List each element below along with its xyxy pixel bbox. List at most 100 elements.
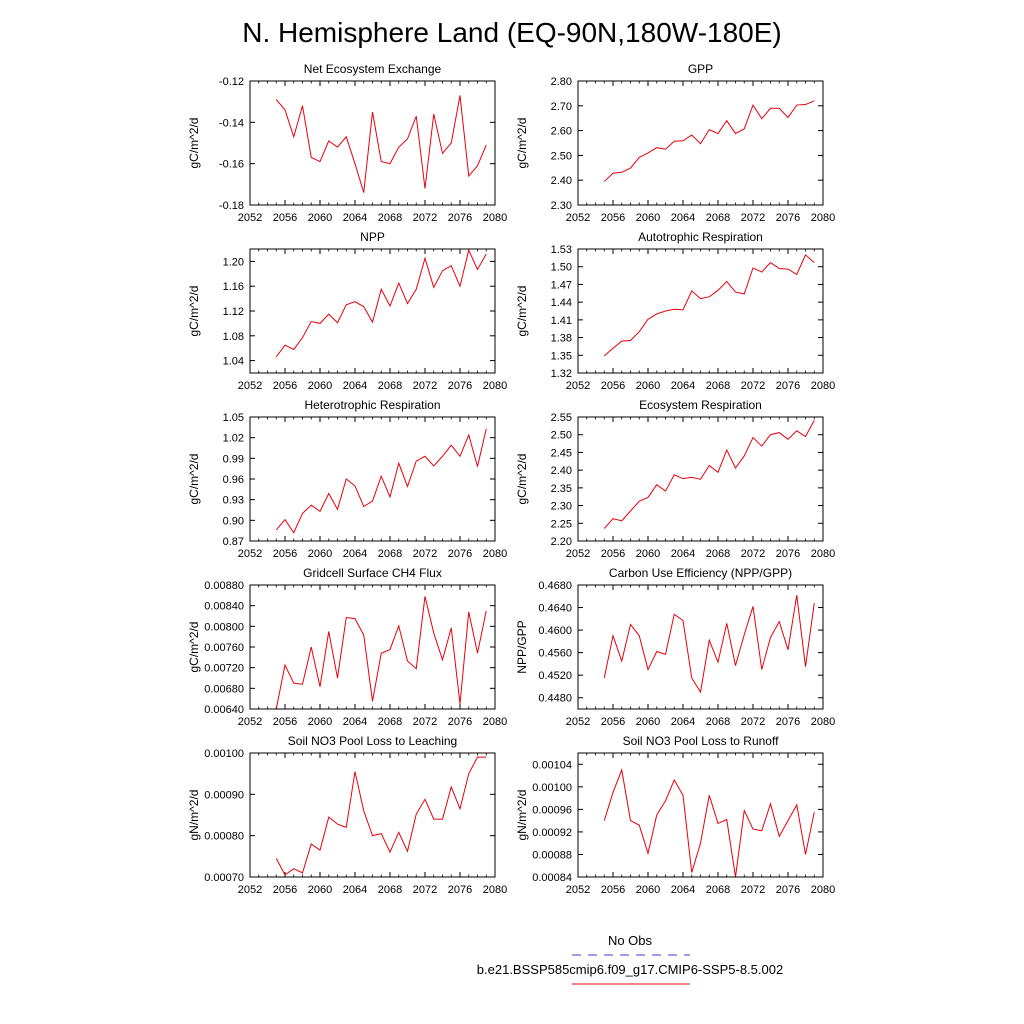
x-tick-label: 2076 [776, 212, 800, 224]
x-tick-label: 2080 [483, 548, 507, 560]
y-tick-label: 2.70 [551, 101, 572, 113]
y-tick-label: 2.25 [551, 518, 572, 530]
y-tick-label: 0.00084 [532, 872, 572, 884]
series-line [603, 768, 815, 878]
panel-soil-no3-pool-loss-to-runoff: Soil NO3 Pool Loss to Runoff gN/m^2/d 2052… [515, 734, 835, 896]
plot-frame [249, 416, 496, 542]
x-tick-label: 2080 [483, 380, 507, 392]
y-tick-label: 1.12 [223, 306, 244, 318]
x-tick-label: 2076 [448, 380, 472, 392]
x-tick-label: 2052 [238, 884, 262, 896]
x-tick-label: 2064 [671, 716, 695, 728]
plot-frame [249, 80, 496, 206]
y-tick-label: 0.00880 [204, 580, 244, 592]
y-tick-label: 1.38 [551, 333, 572, 345]
x-tick-label: 2064 [343, 716, 367, 728]
y-tick-label: 0.00080 [204, 831, 244, 843]
x-tick-label: 2056 [273, 716, 297, 728]
y-tick-label: 0.96 [223, 474, 244, 486]
x-tick-label: 2056 [601, 212, 625, 224]
x-tick-label: 2056 [601, 716, 625, 728]
panel-title: Heterotrophic Respiration [304, 398, 440, 412]
plot-frame [577, 584, 824, 710]
y-tick-label: 0.00090 [204, 789, 244, 801]
legend: No Obs b.e21.BSSP585cmip6.f09_g17.CMIP6-… [477, 933, 783, 985]
x-tick-label: 2052 [238, 380, 262, 392]
x-tick-label: 2056 [273, 548, 297, 560]
x-tick-label: 2080 [811, 380, 835, 392]
y-tick-label: 0.00070 [204, 872, 244, 884]
y-tick-label: -0.18 [219, 200, 244, 212]
plot-frame [577, 248, 824, 374]
y-axis-label: gC/m^2/d [515, 454, 529, 505]
x-tick-label: 2080 [483, 212, 507, 224]
plot-frame [577, 752, 824, 878]
plot-frame [249, 752, 496, 878]
series-line [275, 248, 487, 358]
x-tick-label: 2076 [776, 380, 800, 392]
x-tick-label: 2072 [413, 716, 437, 728]
y-tick-label: 0.00100 [532, 782, 572, 794]
y-axis-label: gC/m^2/d [187, 622, 201, 673]
y-tick-label: 0.00092 [532, 827, 572, 839]
panel-title: GPP [688, 62, 713, 76]
x-tick-label: 2052 [566, 884, 590, 896]
x-tick-label: 2068 [378, 380, 402, 392]
series-line [275, 596, 487, 710]
panel-autotrophic-respiration: Autotrophic Respiration gC/m^2/d 2052 2056 2… [515, 230, 835, 392]
x-tick-label: 2056 [273, 212, 297, 224]
series-line [275, 428, 487, 534]
x-tick-label: 2060 [308, 212, 332, 224]
x-tick-label: 2064 [671, 548, 695, 560]
y-tick-label: 0.4520 [538, 670, 572, 682]
panel-title: Autotrophic Respiration [638, 230, 763, 244]
plot-frame [249, 584, 496, 710]
x-tick-label: 2072 [741, 884, 765, 896]
y-tick-label: -0.14 [219, 117, 244, 129]
y-tick-label: 2.30 [551, 200, 572, 212]
y-tick-label: 0.00104 [532, 759, 572, 771]
x-tick-label: 2076 [448, 548, 472, 560]
panel-title: Soil NO3 Pool Loss to Runoff [623, 734, 780, 748]
y-tick-label: -0.12 [219, 76, 244, 88]
y-tick-label: 1.02 [223, 433, 244, 445]
x-tick-label: 2068 [378, 884, 402, 896]
x-tick-label: 2080 [811, 212, 835, 224]
x-tick-label: 2072 [413, 212, 437, 224]
x-tick-label: 2056 [601, 548, 625, 560]
y-tick-label: 1.32 [551, 368, 572, 380]
y-tick-label: 1.41 [551, 315, 572, 327]
x-tick-label: 2080 [483, 716, 507, 728]
x-tick-label: 2064 [343, 548, 367, 560]
panel-gridcell-surface-ch4-flux: Gridcell Surface CH4 Flux gC/m^2/d 2052 205… [187, 566, 507, 728]
y-tick-label: 2.40 [551, 175, 572, 187]
x-tick-label: 2056 [273, 884, 297, 896]
series-line [603, 595, 815, 694]
y-tick-label: 0.99 [223, 453, 244, 465]
y-tick-label: 2.35 [551, 483, 572, 495]
y-tick-label: 0.00088 [532, 849, 572, 861]
x-tick-label: 2068 [378, 716, 402, 728]
series-line [275, 95, 487, 193]
panel-npp: NPP gC/m^2/d 2052 2056 2060 2064 2068 2072 2076 2… [187, 230, 507, 392]
y-tick-label: 0.00096 [532, 804, 572, 816]
plot-frame [577, 80, 824, 206]
y-tick-label: -0.16 [219, 159, 244, 171]
x-tick-label: 2060 [636, 380, 660, 392]
x-tick-label: 2076 [448, 716, 472, 728]
y-tick-label: 0.00100 [204, 748, 244, 760]
x-tick-label: 2068 [378, 548, 402, 560]
y-tick-label: 0.00840 [204, 601, 244, 613]
x-tick-label: 2064 [343, 380, 367, 392]
x-tick-label: 2056 [273, 380, 297, 392]
y-tick-label: 2.80 [551, 76, 572, 88]
panel-grid: Net Ecosystem Exchange gC/m^2/d 2052 2056 20… [187, 62, 835, 896]
y-axis-label: gC/m^2/d [187, 118, 201, 169]
figure-title: N. Hemisphere Land (EQ-90N,180W-180E) [242, 17, 782, 48]
panel-carbon-use-efficiency-npp-gpp: Carbon Use Efficiency (NPP/GPP) NPP/GPP 20… [515, 566, 835, 728]
series-line [603, 100, 815, 182]
panel-title: Net Ecosystem Exchange [304, 62, 442, 76]
y-tick-label: 1.20 [223, 256, 244, 268]
